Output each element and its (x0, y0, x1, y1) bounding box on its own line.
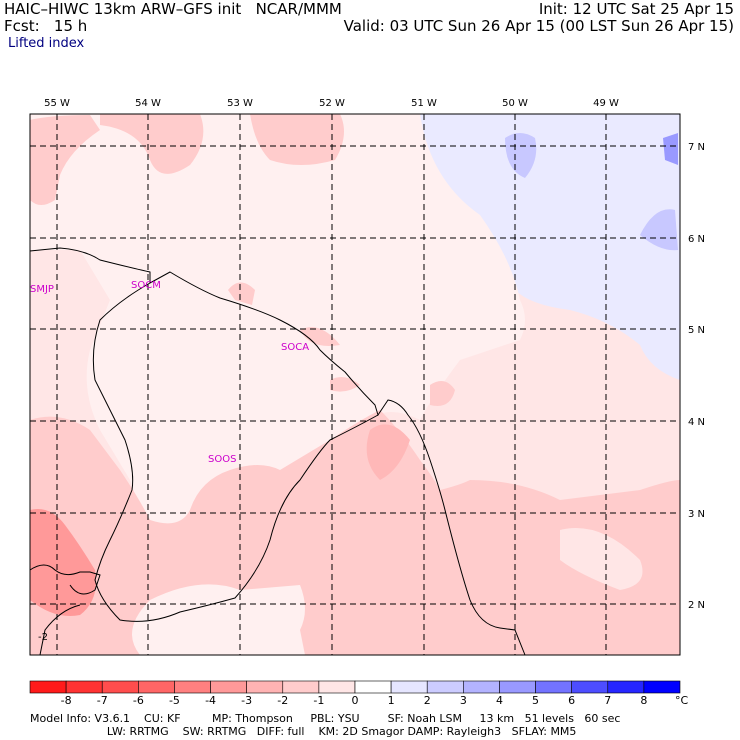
lon-label-49w: 49 W (593, 98, 619, 109)
colorbar-tick-label: 0 (351, 694, 359, 707)
colorbar-tick-label: 4 (495, 694, 503, 707)
colorbar-swatch (571, 680, 609, 694)
lat-label-7n: 7 N (688, 142, 705, 153)
station-socm: SOCM (131, 280, 161, 291)
colorbar-tick-label: -8 (60, 694, 72, 707)
contour-label: -2 (38, 632, 48, 643)
unstable-patch-coast (228, 282, 255, 305)
lon-label-55w: 55 W (44, 98, 70, 109)
lon-label-53w: 53 W (227, 98, 253, 109)
lat-label-3n: 3 N (688, 509, 705, 520)
colorbar-swatch (246, 680, 284, 694)
station-labels: SMJP SOCM SOCA SOOS (30, 280, 309, 465)
neutral-inner-se (560, 528, 643, 590)
colorbar-tick-label: -4 (205, 694, 217, 707)
unstable-core-sw (30, 509, 96, 616)
colorbar-tick-label: -2 (277, 694, 289, 707)
model-info-line1: Model Info: V3.6.1 CU: KF MP: Thompson P… (30, 712, 621, 725)
stable-core-3 (663, 133, 678, 165)
stable-core-1 (505, 133, 537, 178)
colorbar-tick-label: -1 (313, 694, 325, 707)
colorbar-unit: °C (675, 694, 689, 707)
coastline-borders (29, 247, 526, 656)
unstable-patch-top1 (100, 114, 204, 174)
map-frame (29, 113, 681, 656)
unstable-patch-coast3 (300, 327, 340, 346)
model-title: HAIC–HIWC 13km ARW–GFS init NCAR/MMM (4, 0, 342, 18)
colorbar-swatch (318, 680, 356, 694)
latitude-labels: 7 N 6 N 5 N 4 N 3 N 2 N (688, 142, 705, 611)
unstable-inner-south (132, 584, 305, 655)
station-smjp: SMJP (30, 284, 54, 295)
colorbar-tick-label: -3 (241, 694, 253, 707)
colorbar-tick-label: -5 (168, 694, 180, 707)
colorbar (29, 680, 681, 694)
colorbar-swatch (426, 680, 464, 694)
lat-label-5n: 5 N (688, 325, 705, 336)
colorbar-swatch (390, 680, 428, 694)
model-info-line2: LW: RRTMG SW: RRTMG DIFF: full KM: 2D Sm… (30, 725, 577, 738)
colorbar-tick-label: 8 (640, 694, 648, 707)
unstable-patch-ene (430, 381, 455, 406)
colorbar-tick-label: 3 (459, 694, 467, 707)
colorbar-swatch (282, 680, 320, 694)
colorbar-swatch (354, 680, 392, 694)
colorbar-swatch (65, 680, 103, 694)
stable-core-2 (640, 209, 678, 251)
unstable-inner-east (366, 424, 410, 480)
lon-label-50w: 50 W (502, 98, 528, 109)
colorbar-tick-label: -7 (96, 694, 108, 707)
colorbar-swatch (210, 680, 247, 694)
colorbar-swatch (499, 680, 536, 694)
lat-label-4n: 4 N (688, 417, 705, 428)
valid-time: Valid: 03 UTC Sun 26 Apr 15 (00 LST Sun … (343, 17, 734, 35)
longitude-labels: 55 W 54 W 53 W 52 W 51 W 50 W 49 W (44, 98, 619, 109)
colorbar-tick-label: 1 (387, 694, 395, 707)
colorbar-swatch (138, 680, 175, 694)
graticule (30, 114, 680, 655)
lat-label-2n: 2 N (688, 600, 705, 611)
colorbar-swatch (607, 680, 645, 694)
lat-label-6n: 6 N (688, 234, 705, 245)
init-time: Init: 12 UTC Sat 25 Apr 15 (538, 0, 734, 18)
forecast-hour: Fcst: 15 h (4, 17, 88, 35)
colorbar-swatch (101, 680, 139, 694)
colorbar-swatch (643, 680, 681, 694)
colorbar-tick-label: 5 (532, 694, 540, 707)
unstable-patch-nw (30, 115, 100, 205)
colorbar-tick-label: 6 (568, 694, 576, 707)
field-name: Lifted index (8, 36, 85, 51)
lon-label-52w: 52 W (319, 98, 345, 109)
colorbar-tick-label: -6 (132, 694, 144, 707)
colorbar-swatch (535, 680, 572, 694)
colorbar-tick-label: 2 (423, 694, 431, 707)
lon-label-54w: 54 W (135, 98, 161, 109)
unstable-patch-top2 (250, 114, 344, 165)
station-soca: SOCA (281, 342, 309, 353)
stable-region-shading (420, 114, 680, 380)
colorbar-swatch (174, 680, 211, 694)
lon-label-51w: 51 W (411, 98, 437, 109)
colorbar-swatch (463, 680, 500, 694)
colorbar-tick-label: 7 (604, 694, 612, 707)
station-soos: SOOS (208, 454, 236, 465)
colorbar-swatch (29, 680, 67, 694)
near-neutral-region (30, 114, 525, 620)
